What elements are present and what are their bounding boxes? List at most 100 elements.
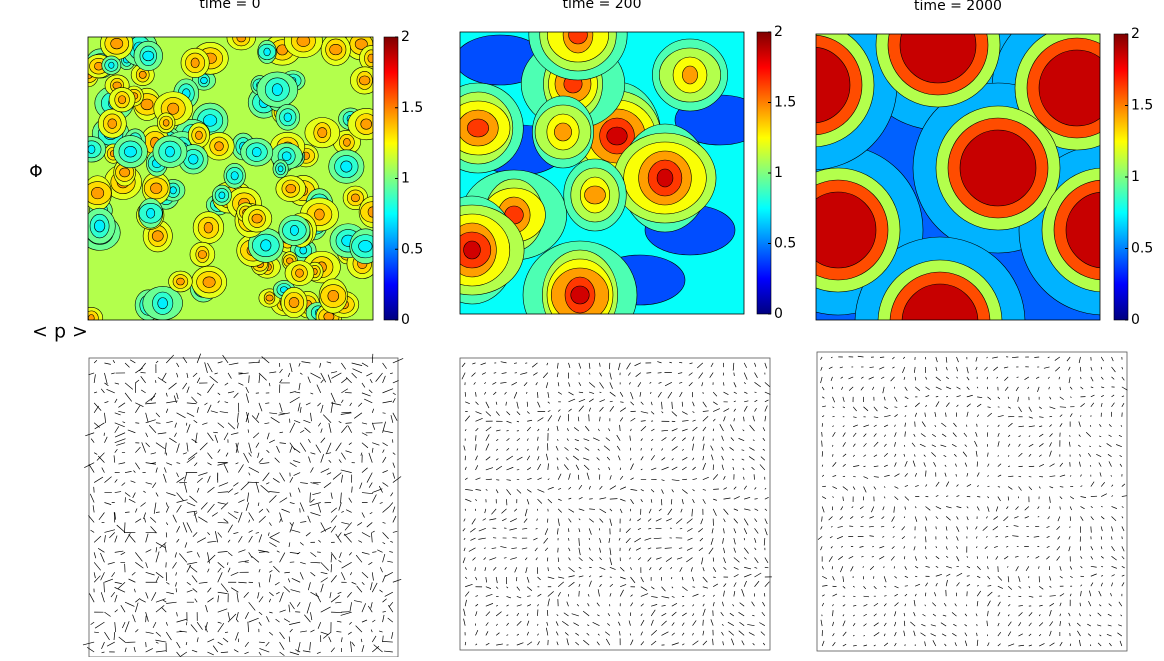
arrow <box>383 431 393 433</box>
arrow <box>957 573 963 576</box>
arrow <box>744 558 746 560</box>
arrow <box>346 423 352 424</box>
arrow <box>1049 387 1050 389</box>
arrow <box>649 567 651 570</box>
arrow <box>249 618 259 622</box>
arrow <box>228 489 233 493</box>
arrow <box>1039 455 1041 457</box>
arrow <box>527 456 530 460</box>
arrow <box>915 485 919 486</box>
arrow <box>1109 461 1112 466</box>
arrow <box>672 467 677 470</box>
arrow <box>300 631 307 632</box>
arrow <box>270 537 280 542</box>
arrow <box>755 558 759 563</box>
arrow <box>1107 634 1112 636</box>
arrow <box>362 423 367 424</box>
arrow <box>724 548 725 553</box>
arrow <box>651 412 654 415</box>
arrow <box>1077 631 1080 636</box>
arrow <box>666 558 672 562</box>
arrow <box>372 443 379 446</box>
arrow <box>630 519 631 521</box>
arrow <box>187 413 194 417</box>
arrow <box>992 357 998 358</box>
arrow <box>166 463 172 465</box>
arrow <box>926 377 927 380</box>
arrow <box>610 519 612 526</box>
arrow <box>749 632 755 635</box>
arrow <box>249 512 254 520</box>
arrow <box>310 413 311 421</box>
arrow <box>218 595 219 602</box>
arrow <box>1008 644 1014 646</box>
arrow <box>1036 377 1039 379</box>
arrow <box>1005 536 1008 537</box>
arrow <box>744 392 747 393</box>
arrow <box>273 566 279 572</box>
arrow <box>475 567 476 571</box>
arrow <box>724 409 730 412</box>
arrow <box>249 536 253 542</box>
arrow <box>562 621 568 625</box>
arrow <box>249 530 253 532</box>
arrow <box>306 532 310 536</box>
arrow <box>753 440 755 441</box>
arrow <box>893 536 895 537</box>
arrow <box>372 448 373 453</box>
arrow <box>610 392 616 396</box>
arrow <box>874 477 879 478</box>
arrow <box>761 457 765 461</box>
arrow <box>165 443 166 454</box>
arrow <box>755 408 757 411</box>
arrow <box>269 492 279 493</box>
arrow <box>548 599 550 607</box>
arrow <box>507 596 511 597</box>
arrow <box>1079 357 1080 363</box>
arrow <box>300 443 306 452</box>
arrow <box>133 470 135 472</box>
arrow <box>567 602 569 607</box>
arrow <box>1081 566 1083 568</box>
arrow <box>609 538 610 543</box>
arrow <box>146 433 148 437</box>
arrow <box>952 444 956 446</box>
arrow <box>256 482 259 493</box>
arrow <box>111 592 115 597</box>
contour <box>289 297 299 307</box>
arrow <box>213 646 218 652</box>
arrow <box>198 517 207 523</box>
arrow <box>822 397 824 398</box>
arrow <box>310 612 311 620</box>
arrow <box>936 516 938 518</box>
arrow <box>620 590 623 597</box>
arrow <box>693 633 694 635</box>
arrow <box>763 438 765 441</box>
arrow <box>953 423 956 427</box>
arrow <box>925 605 926 606</box>
arrow <box>130 360 135 363</box>
arrow <box>1101 583 1102 586</box>
contour <box>284 113 292 122</box>
arrow <box>822 441 823 447</box>
arrow <box>358 403 362 407</box>
arrow <box>1028 387 1029 389</box>
arrow <box>915 556 917 560</box>
arrow <box>1008 435 1010 437</box>
arrow <box>384 651 393 652</box>
arrow <box>662 480 665 481</box>
arrow <box>259 403 262 411</box>
arrow <box>282 509 290 512</box>
arrow <box>486 603 493 606</box>
arrow <box>533 373 537 376</box>
arrow <box>569 576 575 577</box>
arrow <box>600 498 607 499</box>
arrow <box>362 433 367 436</box>
arrow <box>547 363 548 365</box>
arrow <box>884 634 885 636</box>
arrow <box>833 475 837 476</box>
arrow <box>822 432 823 437</box>
arrow <box>589 363 590 369</box>
arrow <box>321 380 324 383</box>
